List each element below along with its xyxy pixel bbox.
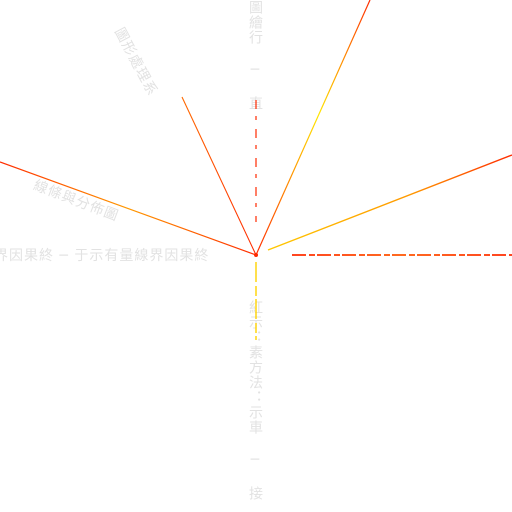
origin-point <box>254 253 258 257</box>
bottom-vertical-label: 紅示：素方法：示車 ─ 接 <box>247 300 263 501</box>
ray-right <box>267 154 512 251</box>
top-vertical-label: 圖繪行 ─ 直 <box>247 0 263 111</box>
left-horizontal-label: 界因果終 ─ 于示有量線界因果終 <box>0 248 210 264</box>
ray-upper-left <box>181 96 257 256</box>
ray-up-right <box>255 0 371 256</box>
ray-left <box>0 161 257 256</box>
